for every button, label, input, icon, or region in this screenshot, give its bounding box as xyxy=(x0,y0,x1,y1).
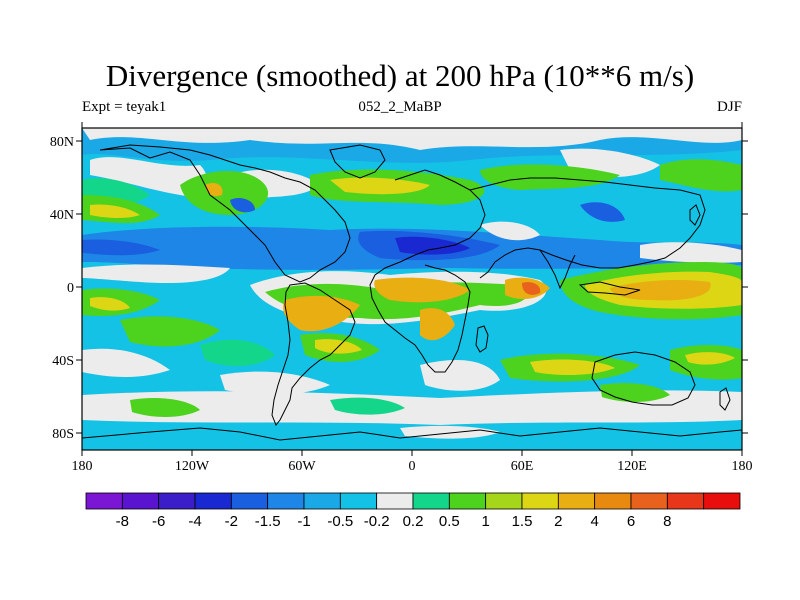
colorbar-swatch xyxy=(194,492,232,510)
field-patch xyxy=(130,398,200,417)
field-patch xyxy=(374,277,470,303)
colorbar-label: 0.2 xyxy=(403,513,424,530)
season-label: DJF xyxy=(716,99,742,115)
experiment-label: Expt = teyak1 xyxy=(82,99,167,115)
colorbar-label: 1.5 xyxy=(512,513,533,530)
field-patch xyxy=(330,177,430,195)
colorbar-label: 6 xyxy=(627,513,635,530)
coastline-antarctica xyxy=(82,427,742,441)
lon-label: 180 xyxy=(72,459,93,474)
lon-label: 120E xyxy=(617,459,647,474)
colorbar-label: -4 xyxy=(188,513,201,530)
field-patch xyxy=(82,264,230,284)
coastline-north-america xyxy=(99,144,351,283)
colorbar-swatch xyxy=(703,492,741,510)
longitude-labels: 180 120W 60W 0 60E 120E 180 xyxy=(72,459,753,474)
field-patch xyxy=(90,204,140,219)
colorbar-swatch xyxy=(412,492,450,510)
field-patch xyxy=(230,198,255,213)
colorbar-swatch xyxy=(339,492,378,510)
field-patch xyxy=(82,348,170,377)
colorbar-labels: -8 -6 -4 -2 -1.5 -1 -0.5 -0.2 0.2 0.5 1 1.5 2 4 6 8 xyxy=(116,513,672,530)
colorbar-swatch xyxy=(521,492,559,510)
divergence-field xyxy=(82,128,742,450)
colorbar-label: -6 xyxy=(152,513,165,530)
field-patch xyxy=(82,128,742,150)
field-patch xyxy=(685,352,735,365)
colorbar-label: 8 xyxy=(663,513,671,530)
lon-label: 120W xyxy=(175,459,210,474)
colorbar-swatch xyxy=(485,492,523,510)
ticks xyxy=(76,122,748,456)
field-patch xyxy=(82,239,160,256)
colorbar-swatch xyxy=(557,492,596,510)
field-patch xyxy=(220,371,330,395)
colorbar-swatch xyxy=(448,492,487,510)
field-patch xyxy=(330,397,405,415)
colorbar-label: -1 xyxy=(297,513,310,530)
field-patch xyxy=(580,202,625,222)
colorbar-label: -8 xyxy=(116,513,129,530)
field-patch xyxy=(522,282,541,295)
field-patch xyxy=(82,430,742,450)
lat-label: 80S xyxy=(52,427,74,442)
field-patch xyxy=(660,159,742,192)
colorbar-swatch xyxy=(158,492,196,510)
coastline-madagascar xyxy=(475,325,489,353)
colorbar-label: -2 xyxy=(225,513,238,530)
field-patch xyxy=(480,221,540,241)
colorbar-swatch xyxy=(594,492,632,510)
coastlines xyxy=(82,144,742,441)
coastline-europe-africa xyxy=(369,169,486,373)
field-patch xyxy=(590,398,680,423)
field-patch xyxy=(90,297,130,311)
colorbar-swatch xyxy=(230,492,269,510)
lat-label: 0 xyxy=(67,281,74,296)
colorbar-swatch xyxy=(376,492,414,510)
field-patch xyxy=(120,316,220,347)
field-patch xyxy=(610,280,711,301)
field-patch xyxy=(283,295,360,332)
field-patch xyxy=(200,339,275,367)
coastline-greenland xyxy=(329,144,386,179)
field-patch xyxy=(420,308,455,341)
colorbar-label: 2 xyxy=(554,513,562,530)
lat-label: 40S xyxy=(52,354,74,369)
colorbar-swatch xyxy=(121,492,160,510)
lon-label: 0 xyxy=(409,459,416,474)
colorbar-swatch xyxy=(630,492,668,510)
field-patch xyxy=(82,390,742,425)
colorbar-label: -1.5 xyxy=(255,513,281,530)
colorbar-label: 1 xyxy=(481,513,489,530)
lon-label: 180 xyxy=(732,459,753,474)
colorbar-swatch xyxy=(85,492,123,510)
lat-label: 40N xyxy=(50,208,74,223)
lat-label: 80N xyxy=(50,135,74,150)
run-label: 052_2_MaBP xyxy=(358,99,442,115)
field-patch xyxy=(480,164,620,190)
field-patch xyxy=(90,157,208,196)
field-patch xyxy=(420,360,500,391)
coastline-south-america xyxy=(271,282,356,426)
colorbar-label: 0.5 xyxy=(439,513,460,530)
plot-title: Divergence (smoothed) at 200 hPa (10**6 … xyxy=(105,58,695,93)
coastline-asia xyxy=(469,177,706,279)
colorbar-label: 4 xyxy=(590,513,598,530)
colorbar-swatch xyxy=(666,492,705,510)
coastline-australia xyxy=(591,351,696,406)
colorbar-label: -0.5 xyxy=(327,513,353,530)
colorbar-label: -0.2 xyxy=(364,513,390,530)
colorbar-swatch xyxy=(267,492,305,510)
lon-label: 60W xyxy=(288,459,316,474)
coastline-japan xyxy=(689,204,701,226)
colorbar xyxy=(85,492,741,510)
latitude-labels: 80N 40N 0 40S 80S xyxy=(50,135,74,442)
coastline-indonesia xyxy=(578,281,641,296)
coastline-india xyxy=(539,249,576,290)
coastline-new-zealand xyxy=(719,387,731,411)
lon-label: 60E xyxy=(511,459,534,474)
colorbar-swatch xyxy=(303,492,341,510)
field-patch xyxy=(395,236,470,255)
